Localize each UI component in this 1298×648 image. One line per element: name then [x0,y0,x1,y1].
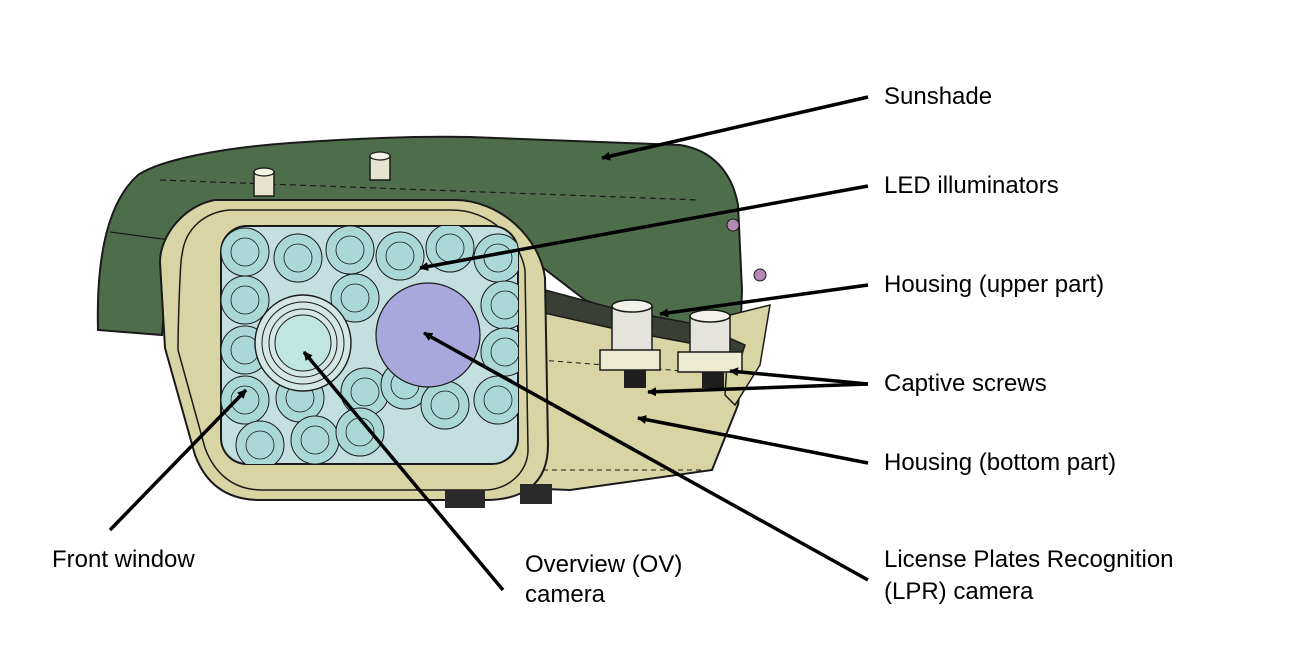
side-bolt-upper [726,218,740,232]
led-illuminator [221,275,270,325]
led-illuminator [375,231,425,281]
led-illuminator [480,327,518,377]
led-illuminator [235,420,285,464]
arrow-captive-screw-1 [647,382,869,397]
led-illuminator [420,380,470,430]
led-illuminator [330,273,380,323]
label-captive-screws: Captive screws [884,370,1047,397]
label-front-window: Front window [52,546,195,573]
arrow-sunshade [601,95,869,161]
captive-screw-right [677,309,743,388]
led-illuminator [221,227,270,277]
ov-camera-lens [254,294,352,392]
label-led-illuminators: LED illuminators [884,172,1059,199]
arrow-captive-screw-2 [729,367,869,386]
bottom-connector-right [520,484,552,504]
label-sunshade: Sunshade [884,83,993,110]
bottom-connector-left [445,490,485,508]
label-housing-upper: Housing (upper part) [884,271,1105,298]
arrow-ov-camera [302,350,505,592]
led-illuminator [290,415,340,464]
led-illuminator [221,375,270,425]
captive-screw-left [599,299,661,388]
arrow-housing-bottom [637,415,869,465]
label-ov-camera-line1: Overview (OV) [525,551,683,578]
arrow-led-illuminators [419,184,869,271]
label-lpr-camera-line1: License Plates Recognition [884,546,1174,573]
top-bolt-left [253,167,275,197]
led-illuminator [335,407,385,457]
rear-plate [724,303,771,407]
led-illuminator [273,233,323,283]
arrow-housing-upper [659,283,869,318]
label-ov-camera-line2: camera [525,581,606,608]
sunshade-edge-line [159,179,701,201]
side-bolt-lower [753,268,767,282]
label-lpr-camera-line2: (LPR) camera [884,578,1034,605]
arrow-front-window [108,388,248,532]
led-illuminators [221,226,518,464]
arrow-lpr-camera [423,331,869,582]
label-housing-bottom: Housing (bottom part) [884,449,1117,476]
top-bolt-right [369,151,391,181]
sunshade-crease-line [109,231,171,241]
led-illuminator [340,367,390,417]
led-illuminator [325,226,375,275]
